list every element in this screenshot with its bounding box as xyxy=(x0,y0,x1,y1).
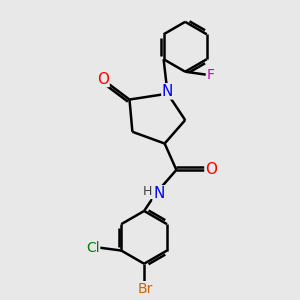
Text: Br: Br xyxy=(138,282,153,296)
Text: H: H xyxy=(143,185,152,198)
Text: Cl: Cl xyxy=(86,241,100,255)
Text: N: N xyxy=(153,186,164,201)
Text: N: N xyxy=(162,84,173,99)
Text: O: O xyxy=(97,71,109,86)
Text: F: F xyxy=(207,68,215,82)
Text: O: O xyxy=(205,162,217,177)
